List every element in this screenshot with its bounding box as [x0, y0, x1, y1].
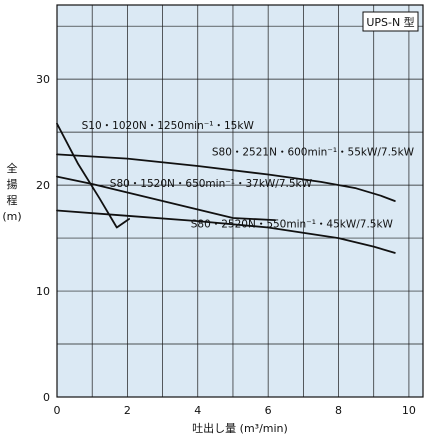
curve-labels: S10・1020N・1250min⁻¹・15kW S80・2521N・600min… [82, 120, 415, 231]
y-axis-title: 全 揚 程 (m) [2, 161, 21, 223]
performance-curve-1 [56, 122, 130, 229]
performance-curve-2 [56, 153, 396, 202]
x-tick-label: 10 [402, 404, 416, 417]
y-axis-title-unit: (m) [2, 210, 21, 223]
y-axis-title-char-1: 全 [7, 161, 18, 175]
curve-lines [56, 122, 396, 254]
curve-label-3: S80・1520N・650min⁻¹・37kW/7.5kW [110, 178, 313, 190]
plot-background [57, 5, 423, 397]
curve-label-2: S80・2521N・600min⁻¹・55kW/7.5kW [212, 146, 415, 158]
y-axis-title-char-3: 程 [7, 194, 18, 207]
y-tick-labels: 0 10 20 30 [36, 73, 50, 404]
y-tick-label: 10 [36, 285, 50, 298]
y-tick-label: 20 [36, 179, 50, 192]
x-tick-label: 6 [265, 404, 272, 417]
x-tick-label: 8 [335, 404, 342, 417]
x-tick-label: 4 [194, 404, 201, 417]
model-tag: UPS-N 型 [366, 15, 414, 29]
x-tick-label: 0 [54, 404, 61, 417]
model-tag-box: UPS-N 型 [362, 11, 419, 32]
x-tick-labels: 0 2 4 6 8 10 [54, 404, 416, 417]
y-tick-label: 30 [36, 73, 50, 86]
grid-lines [57, 5, 423, 397]
performance-curve-3 [56, 175, 277, 221]
x-axis-title: 吐出し量 (m³/min) [192, 421, 288, 435]
curve-label-4: S80・2520N・550min⁻¹・45kW/7.5kW [191, 218, 394, 230]
performance-curve-4 [56, 209, 396, 254]
plot-frame [56, 4, 424, 398]
curve-label-1: S10・1020N・1250min⁻¹・15kW [82, 120, 255, 132]
y-axis-title-char-2: 揚 [7, 178, 18, 191]
y-tick-label: 0 [43, 391, 50, 404]
x-tick-label: 2 [124, 404, 131, 417]
